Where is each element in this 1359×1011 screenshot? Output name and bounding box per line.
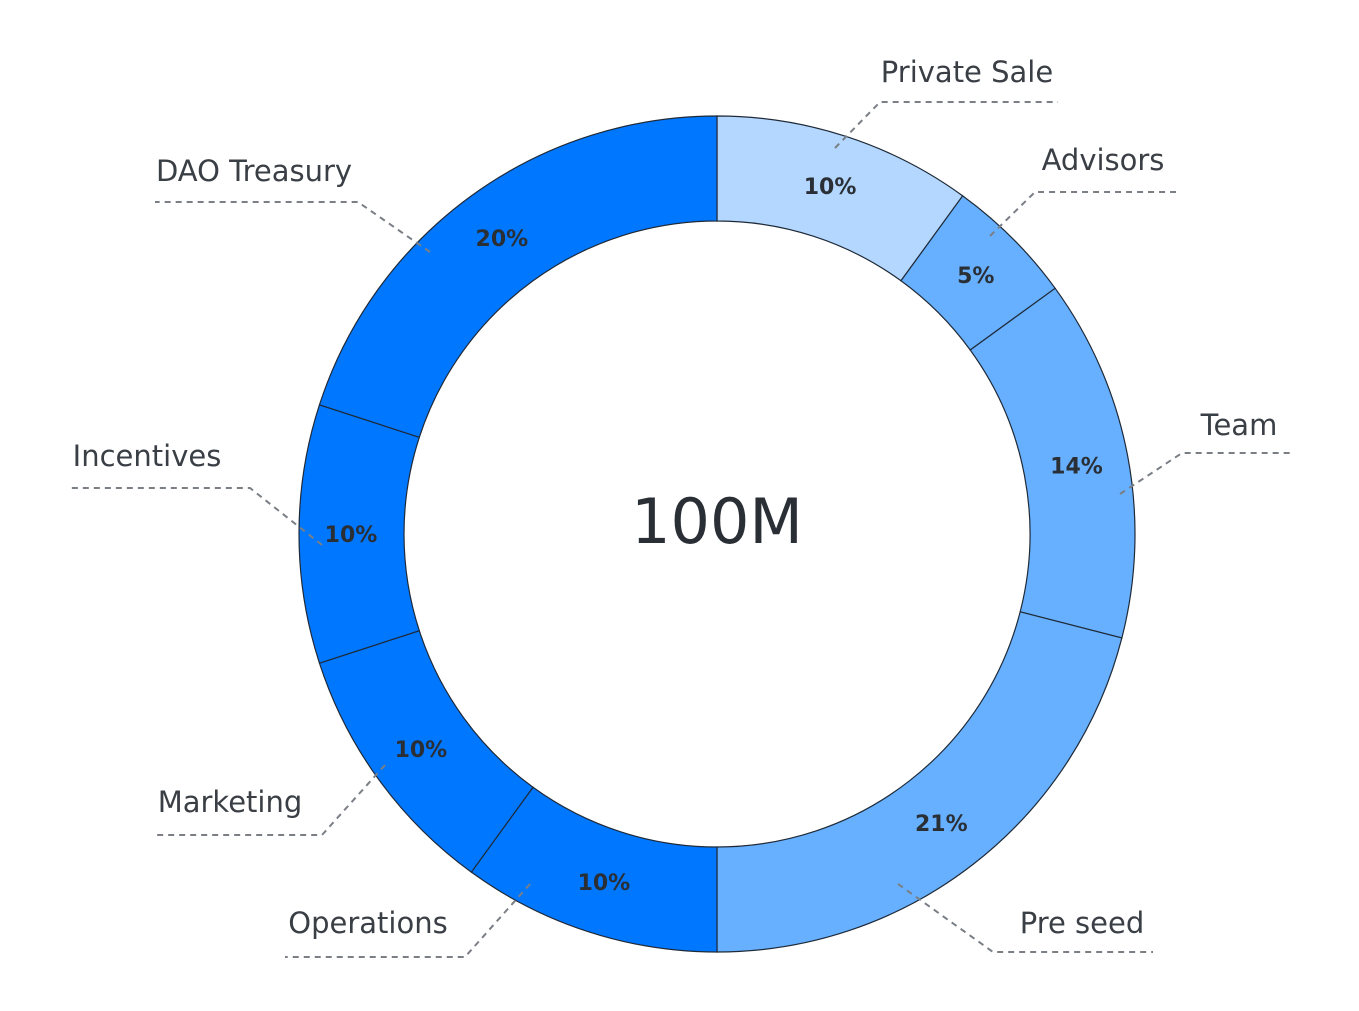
- label-leader-line: [70, 487, 323, 546]
- donut-slice-dao-treasury: [318, 115, 718, 439]
- label-leader-line: [155, 201, 431, 253]
- category-label: Advisors: [1042, 143, 1165, 177]
- center-total-label: 100M: [631, 485, 803, 558]
- slice-value-label: 10%: [578, 871, 631, 896]
- slice-value-label: 21%: [915, 812, 968, 837]
- category-label: Incentives: [73, 439, 222, 473]
- slice-value-label: 10%: [395, 738, 448, 763]
- label-leader-line: [834, 101, 1058, 149]
- category-label: Operations: [288, 906, 447, 940]
- category-label: Private Sale: [881, 55, 1053, 89]
- donut-slice-pre-seed: [716, 611, 1123, 953]
- category-label: Pre seed: [1020, 906, 1145, 940]
- label-leader-line: [1119, 452, 1290, 495]
- category-label: DAO Treasury: [156, 154, 352, 188]
- slice-value-label: 5%: [957, 264, 994, 289]
- label-leader-line: [897, 883, 1153, 953]
- category-label: Marketing: [158, 785, 303, 819]
- category-label: Team: [1200, 408, 1278, 442]
- slice-value-label: 10%: [804, 175, 857, 200]
- slice-value-label: 20%: [476, 227, 529, 252]
- slice-value-label: 10%: [325, 523, 378, 548]
- slice-value-label: 14%: [1050, 454, 1103, 479]
- label-leader-line: [989, 191, 1180, 237]
